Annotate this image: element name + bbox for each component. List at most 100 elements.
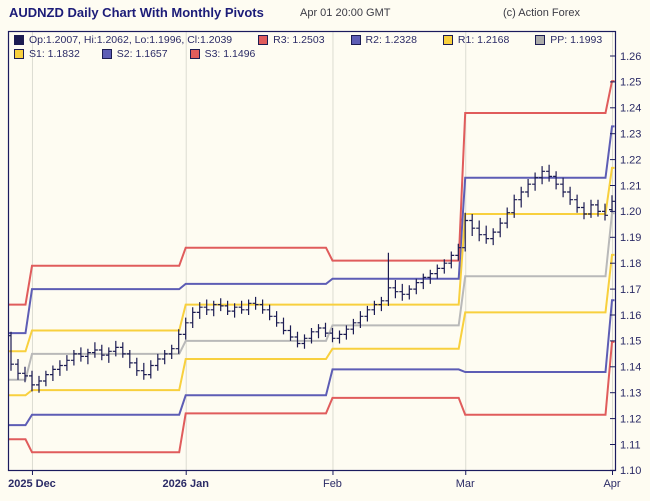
ohlc-bar xyxy=(490,228,497,246)
ohlc-bar xyxy=(203,299,210,315)
ohlc-bar xyxy=(602,203,608,221)
ohlc-bar xyxy=(273,311,280,327)
y-axis-label: 1.26 xyxy=(620,51,641,63)
ohlc-bar xyxy=(308,328,315,344)
ohlc-bar xyxy=(287,325,294,341)
ohlc-bar xyxy=(77,347,84,362)
ohlc-bar xyxy=(36,375,42,393)
legend-swatch-icon xyxy=(442,34,453,45)
y-axis-label: 1.15 xyxy=(620,336,641,348)
ohlc-bar xyxy=(392,280,399,299)
legend-swatch-icon xyxy=(101,48,112,59)
pivot-line-r1 xyxy=(8,166,615,353)
ohlc-bar xyxy=(112,340,119,357)
ohlc-bar xyxy=(462,212,469,252)
legend-item: R1: 1.2168 xyxy=(442,33,510,46)
legend-label: R2: 1.2328 xyxy=(365,33,417,46)
ohlc-bar xyxy=(217,298,224,312)
legend-item: PP: 1.1993 xyxy=(535,34,602,46)
ohlc-bar xyxy=(518,186,525,208)
ohlc-bar xyxy=(280,317,287,335)
ohlc-bar xyxy=(224,300,231,315)
ohlc-bar xyxy=(588,199,594,218)
ohlc-bar xyxy=(329,328,336,343)
ohlc-bar xyxy=(378,296,385,312)
ohlc-bar xyxy=(140,362,147,380)
ohlc-bar xyxy=(154,353,161,371)
pivot-line-s2 xyxy=(8,299,615,427)
pivot-line-s1 xyxy=(8,253,615,397)
y-axis-label: 1.20 xyxy=(620,206,641,218)
ohlc-bar xyxy=(168,344,175,359)
ohlc-bar xyxy=(70,350,77,366)
legend-label: S1: 1.1832 xyxy=(29,47,80,60)
ohlc-bar xyxy=(336,330,343,344)
ohlc-bar xyxy=(105,347,112,363)
ohlc-bar xyxy=(56,360,63,376)
pivot-line-r3 xyxy=(8,80,615,306)
ohlc-bar xyxy=(609,195,615,213)
pivot-line-s3 xyxy=(8,340,615,454)
y-axis-label: 1.24 xyxy=(620,103,641,115)
legend-item: S2: 1.1657 xyxy=(101,47,168,60)
legend-swatch-icon xyxy=(258,34,269,45)
ohlc-bar xyxy=(413,278,420,295)
ohlc-bar xyxy=(427,269,434,284)
legend-label: S2: 1.1657 xyxy=(116,47,168,60)
ohlc-bar xyxy=(504,207,511,229)
ohlc-bar xyxy=(301,334,308,349)
ohlc-bar xyxy=(29,370,35,392)
y-axis-label: 1.22 xyxy=(620,154,641,166)
x-axis-label: Mar xyxy=(456,478,475,490)
ohlc-bar xyxy=(399,283,406,301)
ohlc-bar xyxy=(84,348,91,365)
ohlc-bar xyxy=(434,264,441,279)
x-axis-label: 2025 Dec xyxy=(8,478,56,490)
ohlc-bar xyxy=(567,186,574,205)
x-axis-label: Apr xyxy=(603,478,620,490)
legend-swatch-icon xyxy=(189,48,200,59)
ohlc-bar xyxy=(357,311,364,328)
ohlc-bar xyxy=(22,366,28,383)
ohlc-bar xyxy=(91,342,98,358)
ohlc-bar xyxy=(560,177,567,198)
legend-swatch-icon xyxy=(350,34,361,45)
ohlc-bar xyxy=(553,171,560,190)
ohlc-bar xyxy=(448,251,455,269)
legend-row-1: Op:1.2007, Hi:1.2062, Lo:1.1996, Cl:1.20… xyxy=(14,33,602,46)
pivot-line-r2 xyxy=(8,125,615,335)
y-axis-label: 1.11 xyxy=(620,439,641,451)
legend-label: R3: 1.2503 xyxy=(273,33,325,46)
ohlc-bar xyxy=(385,252,392,306)
ohlc-bar xyxy=(441,259,448,274)
ohlc-bar xyxy=(420,273,427,290)
ohlc-bar xyxy=(455,243,462,261)
y-axis-label: 1.18 xyxy=(620,258,641,270)
ohlc-bar xyxy=(539,166,546,185)
ohlc-bar xyxy=(483,225,490,244)
ohlc-bar xyxy=(63,355,70,371)
ohlc-bar xyxy=(126,350,133,369)
ohlc-bar xyxy=(497,217,504,238)
ohlc-bar xyxy=(595,199,601,217)
ohlc-bar xyxy=(476,220,483,242)
legend-item: S1: 1.1832 xyxy=(14,48,80,60)
ohlc-bar xyxy=(252,296,259,310)
ohlc-bar xyxy=(546,164,553,182)
legend-swatch-icon xyxy=(14,34,24,45)
ohlc-bar xyxy=(182,317,189,340)
ohlc-bar xyxy=(42,370,49,387)
pivot-line-pp xyxy=(8,212,615,381)
ohlc-bar xyxy=(238,300,245,314)
legend-label: R1: 1.2168 xyxy=(457,33,510,46)
ohlc-bar xyxy=(245,299,252,315)
ohlc-bar xyxy=(196,302,203,319)
ohlc-bar xyxy=(322,322,329,337)
legend-label: S3: 1.1496 xyxy=(204,47,256,60)
ohlc-bar xyxy=(98,344,105,361)
y-axis-label: 1.14 xyxy=(620,362,641,374)
legend-item: R3: 1.2503 xyxy=(258,33,325,46)
legend-label: Op:1.2007, Hi:1.2062, Lo:1.1996, Cl:1.20… xyxy=(29,33,233,46)
